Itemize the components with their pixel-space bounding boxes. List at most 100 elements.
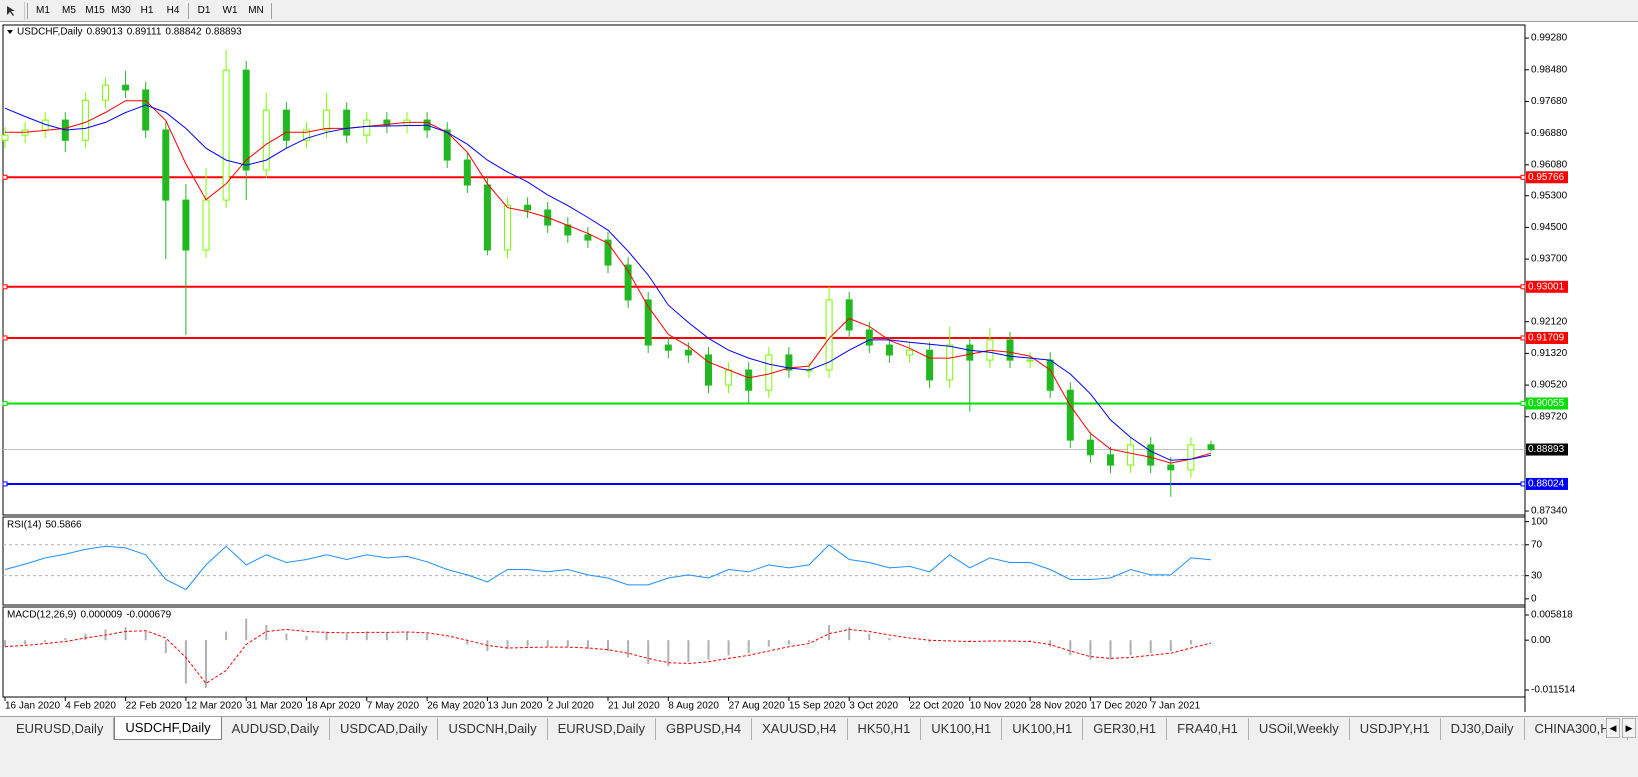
chart-tab[interactable]: EURUSD,Daily	[6, 718, 115, 740]
level-handle	[2, 284, 8, 290]
chart-tab[interactable]: USDCAD,Daily	[330, 718, 439, 740]
candle-body	[1046, 359, 1054, 391]
timeframe-button[interactable]: H4	[166, 4, 180, 16]
symbol-menu-arrow	[7, 30, 13, 34]
y-tick-label: 0.97680	[1531, 96, 1568, 107]
level-handle	[1520, 335, 1526, 341]
y-tick-label: 100	[1531, 516, 1548, 527]
candle-body	[363, 119, 371, 136]
timeframe-button[interactable]: M1	[36, 4, 50, 16]
candle-body	[825, 299, 833, 371]
last-price-box	[1526, 443, 1568, 456]
chart-tab[interactable]: UK100,H1	[921, 718, 1003, 740]
candle-body	[684, 349, 692, 356]
level-price-box	[1526, 397, 1568, 410]
candle-body	[463, 159, 471, 186]
candle-body	[162, 129, 170, 201]
candle-body	[1086, 439, 1094, 456]
y-tick-label: 0.89720	[1531, 411, 1568, 422]
candle-body	[483, 184, 491, 251]
toolbar-separator	[27, 2, 28, 19]
chart-tab[interactable]: FRA40,H1	[1167, 718, 1249, 740]
chart-tab[interactable]: DJ30,Daily	[1441, 718, 1525, 740]
moving-average	[5, 100, 1212, 464]
chart-tab[interactable]: USDCHF,Daily	[114, 717, 222, 740]
x-tick-label: 22 Feb 2020	[126, 701, 183, 712]
x-tick-label: 15 Sep 2020	[789, 701, 846, 712]
y-tick-label: 0.94500	[1531, 222, 1568, 233]
timeframe-button[interactable]: H1	[140, 4, 154, 16]
candle-body	[1006, 339, 1014, 361]
timeframe-button[interactable]: D1	[197, 4, 211, 16]
candle-body	[745, 369, 753, 391]
level-price-box	[1526, 280, 1568, 293]
chart-tab[interactable]: EURUSD,Daily	[548, 718, 656, 740]
cursor-tool[interactable]	[0, 1, 25, 20]
y-tick-label: 0.005818	[1531, 610, 1573, 621]
x-tick-label: 28 Nov 2020	[1030, 701, 1087, 712]
chart-tab[interactable]: USDJPY,H1	[1350, 718, 1441, 740]
chart-tab[interactable]: GER30,H1	[1083, 718, 1168, 740]
candle-body	[584, 234, 592, 241]
candle-body	[282, 109, 290, 141]
candle-body	[1207, 444, 1215, 451]
timeframe-toolbar: M1 M5 M15 M30 H1 H4 D1 W1 MN	[0, 0, 1638, 22]
candle-body	[1026, 359, 1034, 362]
scroll-left[interactable]: ◀	[1606, 718, 1620, 738]
candle-body	[946, 344, 954, 381]
signal-value: -0.000679	[126, 610, 171, 621]
x-tick-label: 27 Aug 2020	[729, 701, 786, 712]
y-tick-label: 0.96880	[1531, 128, 1568, 139]
candle-body	[1107, 454, 1114, 466]
chart-tab[interactable]: USOil,Weekly	[1249, 718, 1350, 740]
x-tick-label: 2 Jul 2020	[548, 701, 595, 712]
y-tick-label: -0.011514	[1531, 685, 1576, 696]
scroll-right[interactable]: ▶	[1622, 718, 1636, 738]
chart-tab[interactable]: AUDUSD,Daily	[222, 718, 331, 740]
candle-body	[1147, 444, 1155, 466]
x-tick-label: 26 May 2020	[427, 701, 485, 712]
chart-tab[interactable]: USDCNH,Daily	[438, 718, 548, 740]
candle-body	[604, 239, 612, 266]
candle-body	[664, 344, 672, 351]
close-value: 0.88893	[206, 27, 243, 38]
x-tick-label: 18 Apr 2020	[307, 701, 361, 712]
candle-body	[81, 99, 89, 141]
timeframe-button[interactable]: W1	[222, 4, 238, 16]
candle-body	[142, 89, 150, 131]
cursor-icon	[7, 5, 15, 16]
candle-body	[242, 69, 250, 171]
y-tick-label: 70	[1531, 539, 1543, 550]
candle-body	[524, 204, 532, 211]
y-tick-label: 0.00	[1531, 635, 1551, 646]
chart-tab[interactable]: HK50,H1	[848, 718, 922, 740]
toolbar-separator	[188, 2, 189, 19]
candle-body	[343, 109, 351, 136]
y-tick-label: 0.98480	[1531, 64, 1568, 75]
chart-tab[interactable]: UK100,H1	[1002, 718, 1084, 740]
candle-body	[906, 349, 913, 356]
level-handle	[1520, 174, 1526, 180]
high-value: 0.89111	[127, 27, 162, 38]
open-value: 0.89013	[87, 27, 124, 38]
x-tick-label: 12 Mar 2020	[186, 701, 243, 712]
x-tick-label: 7 Jan 2021	[1151, 701, 1201, 712]
panel-frame	[2, 24, 1526, 516]
timeframe-button[interactable]: MN	[248, 4, 264, 16]
candle-body	[122, 84, 130, 91]
candle-body	[705, 354, 712, 386]
timeframe-button[interactable]: M15	[85, 4, 105, 16]
candle-body	[1, 134, 9, 141]
indicator-value: 50.5866	[45, 520, 82, 531]
y-tick-label: 0.99280	[1531, 33, 1568, 44]
last-price-label: 0.88893	[1528, 444, 1565, 455]
signal-line	[4, 628, 1212, 685]
chart-tab[interactable]: GBPUSD,H4	[656, 718, 753, 740]
timeframe-button[interactable]: M30	[111, 4, 131, 16]
level-price-label: 0.93001	[1528, 281, 1565, 292]
timeframe-button[interactable]: M5	[62, 4, 76, 16]
chart-tab[interactable]: XAUUSD,H4	[752, 718, 848, 740]
x-tick-label: 4 Feb 2020	[65, 701, 116, 712]
candle-body	[1066, 389, 1074, 441]
candle-body	[785, 354, 793, 371]
